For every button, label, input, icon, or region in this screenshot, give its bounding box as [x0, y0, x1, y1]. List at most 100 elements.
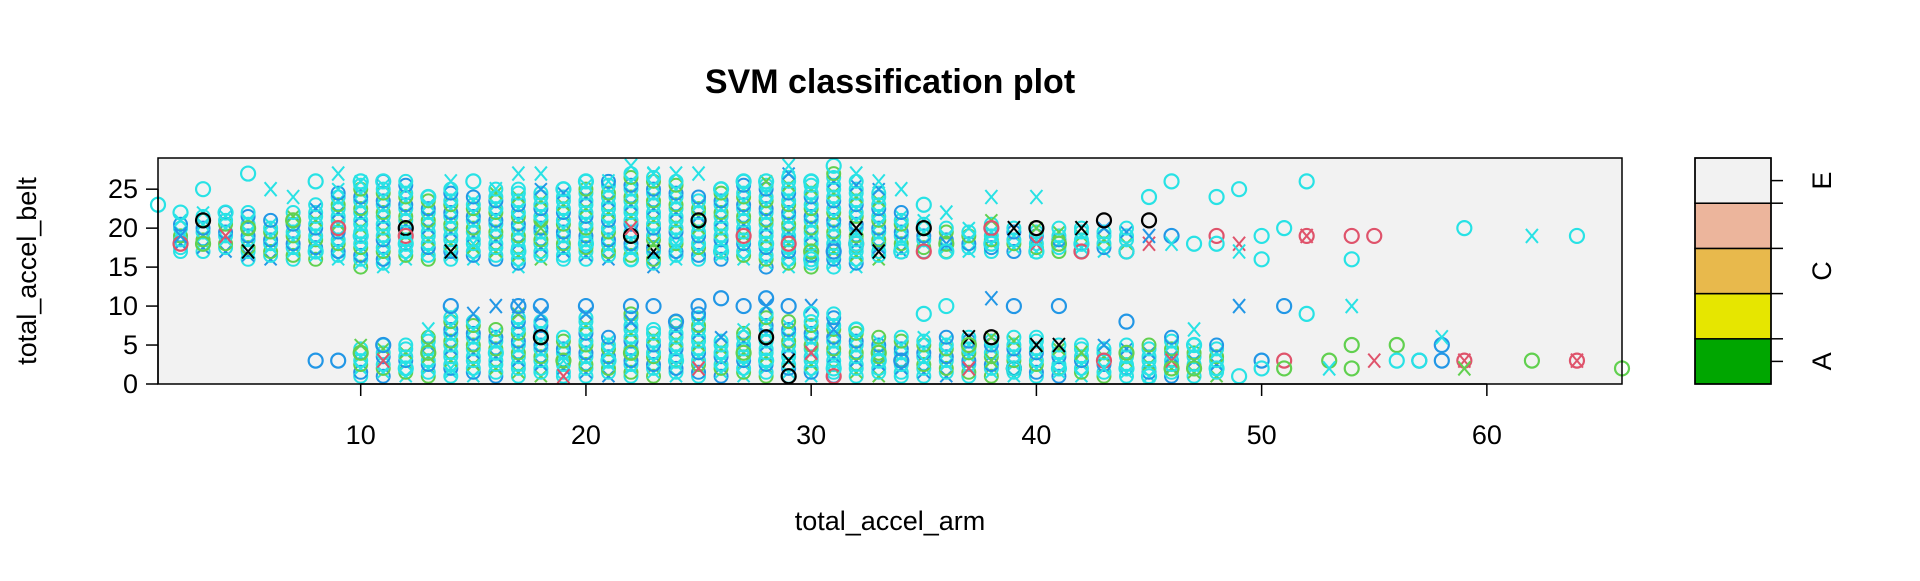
- cloud-point-circle: [1141, 337, 1157, 353]
- data-point-x: [601, 173, 616, 190]
- cloud-point-circle: [420, 201, 436, 217]
- cloud-point-circle: [308, 205, 324, 221]
- cloud-point-circle: [713, 357, 729, 373]
- cloud-point-x: [1052, 225, 1066, 239]
- cloud-point-circle: [916, 333, 932, 349]
- x-tick-label: 30: [796, 420, 826, 450]
- cloud-point-circle: [1096, 224, 1112, 240]
- data-point-circle: [960, 336, 977, 354]
- cloud-point-circle: [713, 333, 729, 349]
- cloud-point-circle: [1096, 364, 1112, 380]
- cloud-point-x: [376, 342, 390, 356]
- data-point-circle: [1298, 227, 1315, 245]
- data-point-circle: [983, 329, 1000, 346]
- cloud-point-x: [556, 186, 571, 200]
- cloud-point-circle: [488, 212, 504, 228]
- legend-tick-label: C: [1807, 261, 1837, 281]
- cloud-point-circle: [623, 201, 639, 217]
- cloud-point-circle: [758, 212, 774, 228]
- data-point-circle: [577, 173, 595, 190]
- cloud-point-circle: [533, 185, 549, 201]
- data-point-circle: [758, 329, 775, 346]
- cloud-point-circle: [375, 240, 391, 256]
- data-point-circle: [735, 173, 752, 190]
- cloud-point-circle: [510, 216, 526, 232]
- data-point-circle: [735, 227, 752, 245]
- cloud-point-circle: [488, 364, 504, 380]
- legend-tick-label: A: [1807, 352, 1837, 370]
- cloud-point-circle: [961, 364, 977, 380]
- cloud-point-circle: [623, 169, 639, 185]
- cloud-point-circle: [893, 205, 909, 221]
- y-axis-label: total_accel_belt: [12, 177, 42, 365]
- cloud-point-circle: [871, 244, 887, 260]
- cloud-point-circle: [646, 321, 662, 337]
- cloud-point-circle: [1051, 220, 1067, 236]
- cloud-point-circle: [578, 228, 594, 244]
- cloud-point-circle: [398, 185, 414, 201]
- cloud-point-circle: [871, 208, 887, 224]
- data-point-circle: [1185, 336, 1203, 354]
- cloud-point-circle: [375, 216, 391, 232]
- data-point-x: [759, 298, 773, 314]
- data-point-x: [624, 220, 638, 236]
- data-point-circle: [735, 344, 752, 361]
- cloud-point-circle: [375, 368, 391, 384]
- cloud-point-circle: [285, 224, 301, 240]
- data-point-x: [1457, 352, 1472, 369]
- data-point-circle: [983, 235, 1000, 252]
- cloud-point-circle: [330, 185, 346, 201]
- cloud-point-circle: [781, 216, 797, 232]
- cloud-point-circle: [555, 212, 571, 228]
- cloud-point-circle: [218, 224, 234, 240]
- cloud-point-circle: [465, 220, 481, 236]
- data-point-x: [1142, 228, 1156, 244]
- data-point-x: [646, 236, 661, 252]
- cloud-point-circle: [1028, 341, 1044, 357]
- cloud-point-x: [466, 194, 481, 208]
- cloud-point-circle: [353, 201, 369, 217]
- cloud-point-circle: [713, 193, 729, 209]
- cloud-point-circle: [1141, 360, 1157, 376]
- data-point-circle: [555, 352, 572, 369]
- data-point-circle: [1388, 352, 1405, 369]
- data-point-circle: [577, 235, 595, 252]
- data-point-circle: [1005, 297, 1022, 315]
- cloud-point-circle: [195, 244, 211, 260]
- cloud-point-circle: [758, 318, 774, 334]
- data-point-circle: [1073, 235, 1090, 252]
- data-point-x: [1570, 352, 1584, 369]
- cloud-point-circle: [871, 197, 887, 213]
- cloud-point-circle: [555, 364, 571, 380]
- cloud-point-circle: [758, 247, 774, 263]
- data-point-x: [286, 189, 300, 205]
- data-point-x: [534, 220, 548, 236]
- cloud-point-circle: [668, 337, 684, 353]
- data-point-x: [1029, 337, 1044, 353]
- data-point-x: [691, 360, 706, 377]
- cloud-point-circle: [848, 333, 864, 349]
- cloud-point-circle: [578, 310, 594, 326]
- data-point-circle: [1411, 352, 1428, 369]
- data-point-circle: [307, 243, 324, 260]
- cloud-point-circle: [871, 220, 887, 236]
- cloud-point-circle: [285, 247, 301, 263]
- cloud-point-x: [534, 182, 548, 196]
- cloud-point-circle: [533, 360, 549, 376]
- cloud-point-circle: [758, 310, 774, 326]
- cloud-point-circle: [646, 193, 662, 209]
- data-point-circle: [1433, 352, 1450, 369]
- cloud-point-circle: [691, 224, 707, 240]
- cloud-point-circle: [420, 247, 436, 263]
- legend-band: [1694, 292, 1772, 340]
- cloud-point-circle: [758, 259, 774, 275]
- cloud-point-circle: [1209, 341, 1225, 357]
- cloud-point-circle: [555, 333, 571, 349]
- cloud-point-circle: [1006, 337, 1022, 353]
- cloud-point-circle: [1141, 341, 1157, 357]
- cloud-point-circle: [758, 341, 774, 357]
- data-point-x: [444, 360, 458, 377]
- data-point-circle: [352, 173, 369, 190]
- cloud-point-circle: [668, 360, 684, 376]
- cloud-point-circle: [826, 224, 842, 240]
